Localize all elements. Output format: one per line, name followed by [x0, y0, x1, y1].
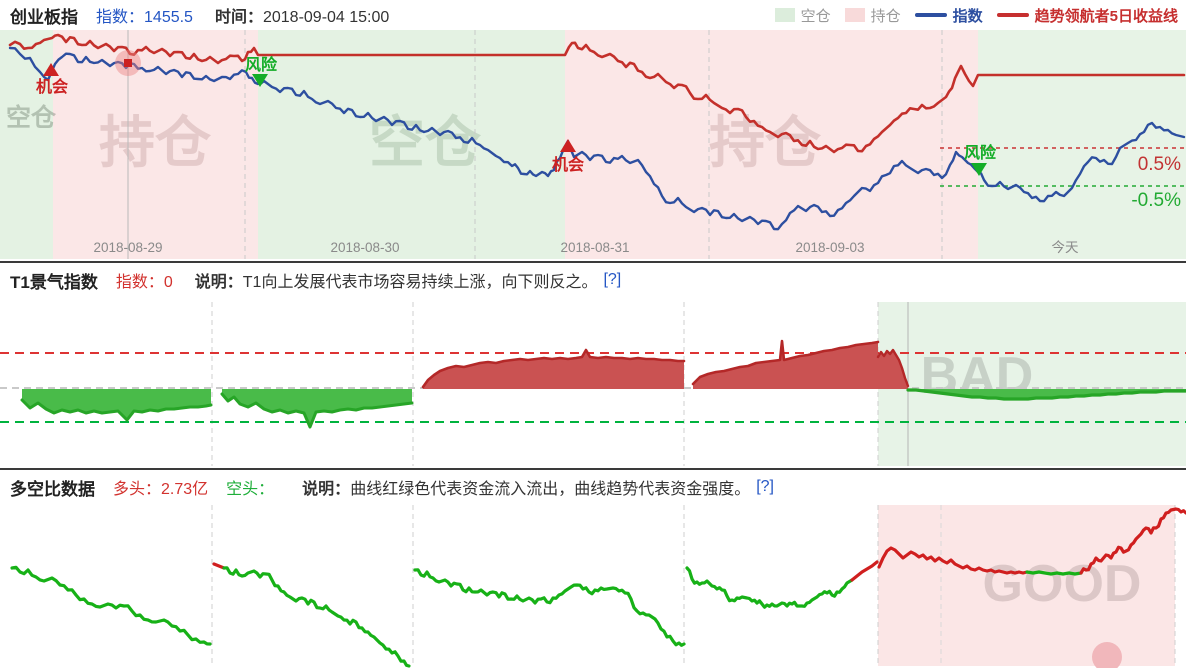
position-band — [565, 30, 978, 259]
panel-separator — [0, 261, 1186, 263]
flow-green-5 — [1025, 570, 1083, 576]
long-short-chart-svg: GOOD — [10, 505, 1186, 668]
signal-label-opportunity: 机会 — [552, 155, 584, 174]
x-axis-date: 2018-08-30 — [330, 240, 399, 255]
longshort-help-link[interactable]: [?] — [756, 478, 774, 495]
opportunity-triangle-icon — [560, 139, 576, 152]
long-value: 多头：2.73亿 — [113, 481, 209, 498]
t1-index-value: 指数：0 — [115, 274, 173, 291]
time-value: 时间：2018-09-04 15:00 — [214, 9, 390, 26]
position-band — [878, 505, 1175, 666]
position-band — [878, 302, 1186, 466]
position-band — [258, 30, 565, 259]
legend-empty-position-sample — [774, 8, 795, 22]
legend-holding-position: 持仓 — [844, 5, 901, 26]
opportunity-triangle-icon — [43, 63, 59, 76]
legend-trend-line-sample — [996, 13, 1029, 17]
threshold-label-down: -0.5% — [1131, 190, 1181, 211]
longshort-desc-label: 说明： — [302, 481, 351, 498]
index-line — [8, 46, 1186, 231]
watermark-text: 持仓 — [99, 111, 212, 174]
legend: 空仓 持仓 指数 趋势领航者5日收益线 — [774, 0, 1178, 30]
x-axis-date: 2018-09-03 — [795, 240, 864, 255]
watermark-text: GOOD — [983, 555, 1142, 613]
threshold-label-up: 0.5% — [1138, 154, 1181, 175]
position-band — [978, 30, 1186, 259]
signal-label-opportunity: 机会 — [36, 77, 68, 96]
legend-empty-position: 空仓 — [774, 5, 831, 26]
flow-red-2 — [877, 546, 1029, 575]
t1-positive-blob-fill — [878, 350, 908, 389]
t1-chart-svg: BAD — [0, 302, 1186, 466]
legend-index-line: 指数 — [914, 5, 983, 26]
risk-triangle-icon — [252, 74, 268, 87]
panel-separator — [0, 468, 1186, 470]
legend-index-line-label: 指数 — [952, 7, 983, 25]
t1-positive-2-fill — [693, 341, 878, 389]
legend-trend-line-label: 趋势领航者5日收益线 — [1034, 7, 1178, 25]
panel-header-chinext: 创业板指 指数：1455.5 时间：2018-09-04 15:00 空仓 持仓 指… — [10, 0, 1186, 30]
index-value: 指数：1455.5 — [96, 9, 193, 26]
t1-negative-1-fill — [22, 389, 211, 420]
t1-negative-2-fill — [222, 389, 412, 427]
risk-triangle-icon — [971, 163, 987, 176]
flow-red-tick — [212, 562, 226, 570]
t1-positive-1 — [421, 348, 686, 389]
legend-holding-position-label: 持仓 — [870, 7, 901, 25]
flow-green-2 — [222, 566, 411, 668]
t1-title: T1景气指数 — [10, 272, 98, 292]
t1-positive-2 — [691, 339, 880, 386]
trend-5day-return-line — [8, 33, 1186, 154]
t1-positive-blob — [876, 348, 910, 388]
flow-red-3 — [1079, 507, 1186, 575]
flow-green-3 — [413, 568, 686, 647]
legend-trend-line: 趋势领航者5日收益线 — [996, 5, 1178, 26]
flow-green-4 — [685, 566, 854, 609]
signal-label-risk: 风险 — [964, 143, 997, 162]
t1-desc-label: 说明： — [194, 274, 243, 291]
x-axis-date: 2018-08-31 — [560, 240, 629, 255]
short-value: 空头： — [226, 481, 275, 498]
signal-label-risk: 风险 — [245, 55, 278, 74]
watermark-text: 持仓 — [709, 111, 822, 174]
t1-negative-3 — [906, 388, 1186, 401]
flow-red-1 — [850, 560, 879, 582]
legend-holding-position-sample — [844, 8, 865, 22]
legend-index-line-sample — [914, 13, 947, 17]
longshort-desc-text: 曲线红绿色代表资金流入流出，曲线趋势代表资金强度。 — [350, 481, 751, 498]
legend-empty-position-label: 空仓 — [800, 7, 831, 25]
x-axis-date: 今天 — [1052, 240, 1080, 255]
t1-help-link[interactable]: [?] — [603, 271, 622, 288]
t1-negative-2 — [220, 392, 414, 429]
t1-desc-text: T1向上发展代表市场容易持续上涨，向下则反之。 — [242, 274, 598, 291]
t1-positive-1-fill — [423, 350, 684, 389]
signal-dot-icon — [124, 59, 132, 67]
watermark-text: 空仓 — [6, 103, 57, 132]
flow-green-1 — [10, 565, 212, 646]
panel-header-longshort: 多空比数据 多头：2.73亿 空头： 说明： 曲线红绿色代表资金流入流出，曲线趋… — [10, 472, 1186, 502]
x-axis-date: 2018-08-29 — [93, 240, 162, 255]
longshort-title: 多空比数据 — [10, 479, 95, 499]
page-title: 创业板指 — [10, 7, 78, 27]
position-band — [0, 30, 53, 259]
t1-negative-1 — [20, 398, 213, 422]
panel-header-t1: T1景气指数 指数：0 说明： T1向上发展代表市场容易持续上涨，向下则反之。 … — [10, 265, 1186, 295]
highlight-circle — [1092, 642, 1122, 668]
